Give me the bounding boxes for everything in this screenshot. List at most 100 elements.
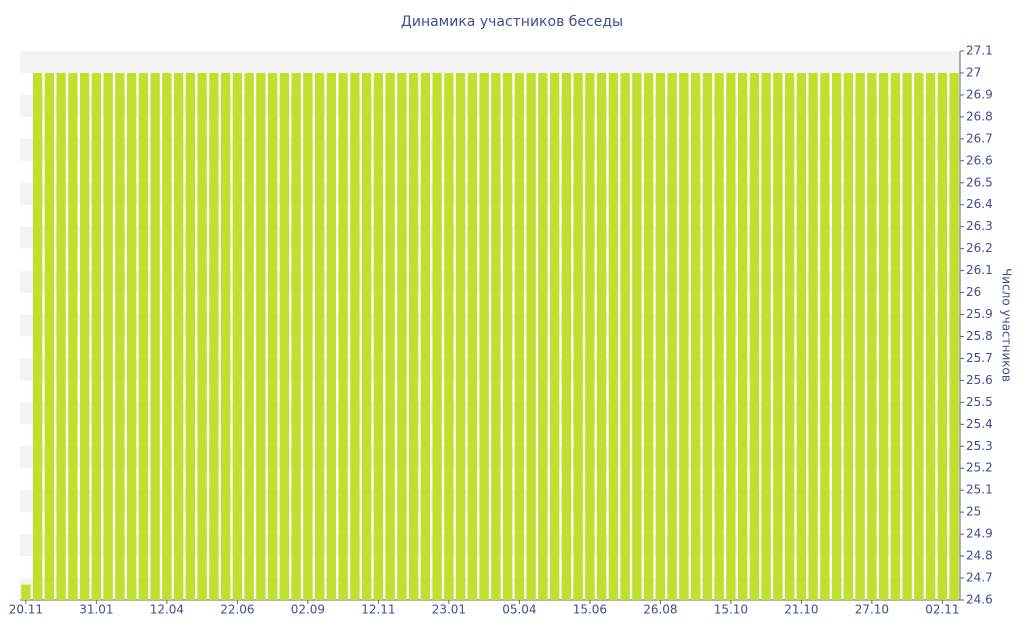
bar bbox=[361, 72, 372, 600]
y-tick-label: 25.9 bbox=[966, 307, 993, 321]
bar bbox=[737, 72, 748, 600]
grid-band bbox=[20, 226, 960, 249]
bar bbox=[32, 72, 43, 600]
bar bbox=[643, 72, 654, 600]
bar bbox=[632, 72, 642, 600]
bar bbox=[655, 72, 666, 600]
bar bbox=[937, 72, 948, 600]
x-tick-label: 21.10 bbox=[784, 603, 818, 617]
bar bbox=[267, 72, 278, 600]
bar bbox=[526, 72, 536, 600]
bar bbox=[667, 72, 677, 600]
bar bbox=[514, 72, 525, 600]
grid-band bbox=[20, 446, 960, 469]
y-tick-label: 26.9 bbox=[966, 87, 993, 101]
bar bbox=[949, 72, 959, 600]
x-tick-label: 27.10 bbox=[855, 603, 889, 617]
bar bbox=[714, 72, 724, 600]
grid-band bbox=[20, 51, 960, 73]
y-tick-label: 27 bbox=[966, 65, 981, 79]
grid-band bbox=[20, 314, 960, 337]
bar bbox=[596, 72, 607, 600]
bar bbox=[197, 72, 207, 600]
grid-band bbox=[20, 270, 960, 293]
bar bbox=[303, 72, 313, 600]
bar bbox=[408, 72, 419, 600]
bar bbox=[91, 72, 102, 600]
bar bbox=[103, 72, 113, 600]
bar bbox=[126, 72, 137, 600]
bar bbox=[585, 72, 595, 600]
chart-title: Динамика участников беседы bbox=[401, 14, 623, 30]
y-tick-label: 26.3 bbox=[966, 219, 993, 233]
grid-band bbox=[20, 402, 960, 425]
bar bbox=[573, 72, 583, 600]
bar bbox=[373, 72, 384, 600]
bar bbox=[173, 72, 184, 600]
grid-band bbox=[20, 490, 960, 513]
bar bbox=[150, 72, 160, 600]
bar bbox=[702, 72, 713, 600]
bar bbox=[244, 72, 254, 600]
y-tick-label: 25.2 bbox=[966, 461, 993, 475]
bar bbox=[420, 72, 431, 600]
x-tick-label: 12.04 bbox=[150, 603, 184, 617]
bar bbox=[773, 72, 783, 600]
bar bbox=[479, 72, 489, 600]
bar bbox=[467, 72, 478, 600]
y-tick-label: 25.5 bbox=[966, 395, 993, 409]
y-tick-label: 25.6 bbox=[966, 373, 993, 387]
bar bbox=[432, 72, 442, 600]
bar bbox=[831, 72, 842, 600]
bar bbox=[749, 72, 760, 600]
bar bbox=[726, 72, 736, 600]
y-tick-label: 26 bbox=[966, 285, 981, 299]
bar bbox=[21, 584, 31, 600]
x-tick-label: 02.11 bbox=[925, 603, 959, 617]
y-tick-label: 24.6 bbox=[966, 593, 993, 607]
bar bbox=[902, 72, 912, 600]
bar bbox=[620, 72, 630, 600]
bar bbox=[491, 72, 501, 600]
bar bbox=[444, 72, 454, 600]
y-tick-label: 25.8 bbox=[966, 329, 993, 343]
y-tick-label: 24.8 bbox=[966, 549, 993, 563]
x-tick-label: 22.06 bbox=[220, 603, 254, 617]
bar bbox=[279, 72, 290, 600]
grid-band bbox=[20, 138, 960, 161]
bar bbox=[326, 72, 337, 600]
bar bbox=[256, 72, 266, 600]
y-tick-label: 24.7 bbox=[966, 571, 993, 585]
bar bbox=[820, 72, 830, 600]
grid-band bbox=[20, 358, 960, 381]
y-tick-label: 26.1 bbox=[966, 263, 993, 277]
grid-band bbox=[20, 578, 960, 600]
y-tick-label: 27.1 bbox=[966, 44, 993, 58]
x-tick-label: 12.11 bbox=[361, 603, 395, 617]
x-tick-label: 02.09 bbox=[291, 603, 325, 617]
grid-band bbox=[20, 94, 960, 117]
x-tick-label: 05.04 bbox=[502, 603, 536, 617]
bar bbox=[56, 72, 66, 600]
bar bbox=[314, 72, 325, 600]
x-tick-label: 15.06 bbox=[573, 603, 607, 617]
bar bbox=[185, 72, 196, 600]
x-tick-label: 31.01 bbox=[79, 603, 113, 617]
y-tick-label: 26.8 bbox=[966, 109, 993, 123]
bar bbox=[350, 72, 360, 600]
bar bbox=[914, 72, 924, 600]
bar bbox=[397, 72, 407, 600]
bar bbox=[162, 72, 172, 600]
bar bbox=[138, 72, 149, 600]
y-tick-label: 25 bbox=[966, 505, 981, 519]
y-tick-label: 25.7 bbox=[966, 351, 993, 365]
grid-band bbox=[20, 182, 960, 205]
bar bbox=[338, 72, 348, 600]
bar bbox=[68, 72, 78, 600]
bar bbox=[538, 72, 548, 600]
bar bbox=[44, 72, 55, 600]
bar bbox=[761, 72, 771, 600]
y-tick-label: 26.5 bbox=[966, 175, 993, 189]
bar bbox=[455, 72, 466, 600]
